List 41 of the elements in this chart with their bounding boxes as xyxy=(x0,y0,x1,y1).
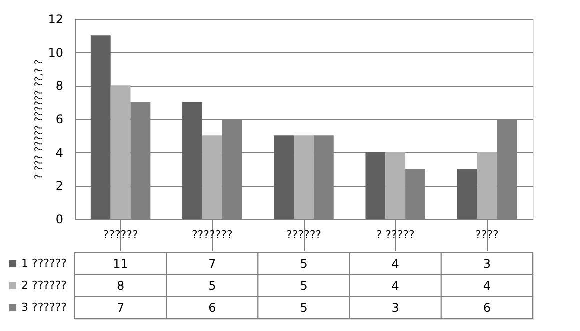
x-tick-label: ???? xyxy=(476,228,500,242)
data-label: 8 xyxy=(116,279,125,293)
bar xyxy=(457,169,478,219)
data-label: 4 xyxy=(392,257,400,271)
data-label: 5 xyxy=(300,257,308,271)
data-label: 7 xyxy=(116,301,125,315)
legend-label: 1 ?????? xyxy=(22,257,68,270)
y-tick-label: 8 xyxy=(56,79,64,94)
y-tick-label: 2 xyxy=(56,179,64,194)
y-tick-label: 0 xyxy=(56,212,64,226)
bar xyxy=(202,136,222,219)
x-tick-label: ??????? xyxy=(192,228,233,242)
y-axis-title: ? ??? ????? ?????? ??,? ? xyxy=(34,60,46,180)
bar xyxy=(386,152,406,219)
bar xyxy=(110,86,131,219)
data-label: 6 xyxy=(483,301,492,315)
data-label: 5 xyxy=(300,279,308,293)
y-tick-label: 4 xyxy=(56,146,64,160)
bar xyxy=(90,36,111,219)
data-label: 11 xyxy=(113,257,128,271)
data-label: 3 xyxy=(392,301,400,315)
bar xyxy=(366,152,386,219)
data-label: 4 xyxy=(392,279,400,293)
data-label: 3 xyxy=(483,257,492,271)
legend-label: 2 ?????? xyxy=(22,279,68,292)
data-label: 4 xyxy=(483,279,492,293)
data-label: 5 xyxy=(300,301,308,315)
x-tick-label: ?????? xyxy=(103,228,138,242)
legend-label: 3 ?????? xyxy=(22,301,68,314)
bar xyxy=(182,102,202,219)
y-tick-label: 12 xyxy=(48,12,64,26)
bar xyxy=(274,136,294,219)
data-label: 5 xyxy=(208,279,216,293)
data-label: 6 xyxy=(208,301,216,315)
bar xyxy=(294,136,314,219)
bar xyxy=(477,152,498,219)
data-label: 7 xyxy=(208,257,216,271)
y-tick-label: 6 xyxy=(56,112,64,126)
x-tick-label: ?????? xyxy=(286,228,322,242)
y-tick-label: 10 xyxy=(48,46,64,60)
x-tick-label: ? ????? xyxy=(376,228,416,242)
